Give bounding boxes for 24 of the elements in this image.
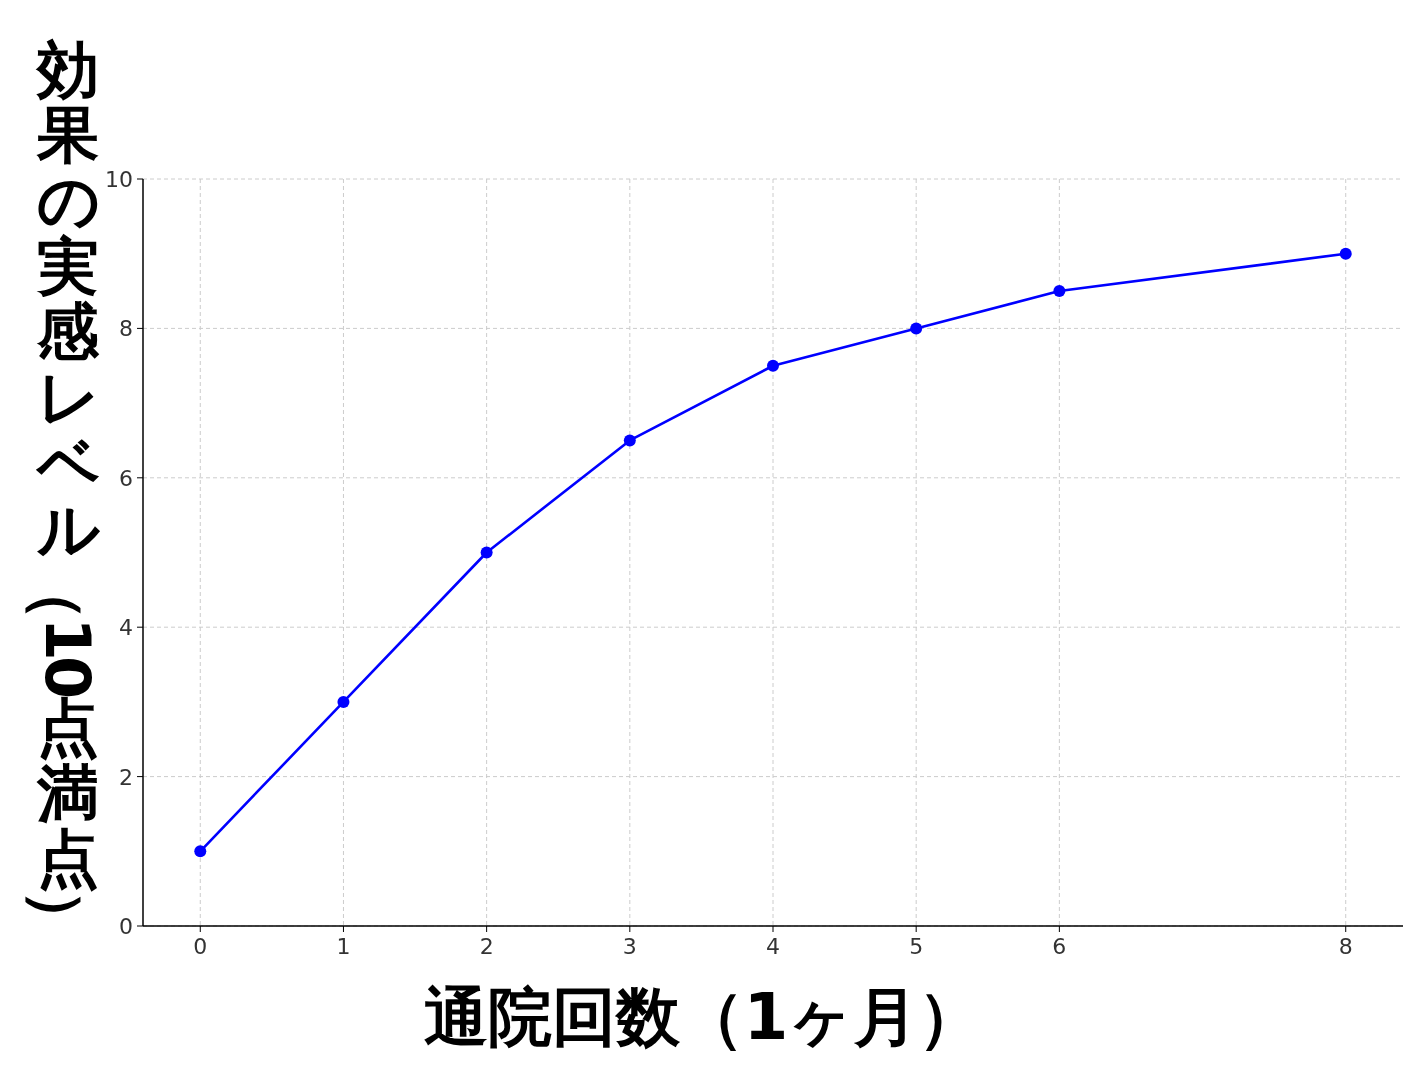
- x-tick-label: 0: [193, 934, 208, 959]
- x-tick-label: 8: [1338, 934, 1353, 959]
- x-tick-label: 6: [1052, 934, 1067, 959]
- y-tick-label: 2: [119, 764, 133, 790]
- point: [1053, 285, 1066, 298]
- x-tick-label: 3: [622, 934, 637, 959]
- y-tick-label: 10: [105, 167, 133, 192]
- y-tick-label: 6: [119, 465, 133, 491]
- y-tick-label: 0: [119, 914, 133, 939]
- point: [910, 322, 923, 335]
- point: [623, 434, 636, 447]
- text: 効果の実感レベル（10点満点）: [22, 32, 104, 951]
- x-tick-label: 1: [336, 934, 351, 959]
- point: [767, 359, 779, 372]
- point: [480, 546, 493, 559]
- point: [194, 845, 207, 858]
- x-tick-label: 2: [479, 934, 494, 959]
- x-tick-label: 4: [766, 934, 780, 959]
- point: [1339, 247, 1352, 260]
- y-tick-label: 4: [119, 615, 133, 641]
- x-axis-title: 通院回数（1ヶ月）: [423, 980, 983, 1054]
- y-tick-label: 8: [119, 316, 133, 342]
- point: [337, 695, 350, 708]
- x-tick-label: 5: [909, 934, 924, 959]
